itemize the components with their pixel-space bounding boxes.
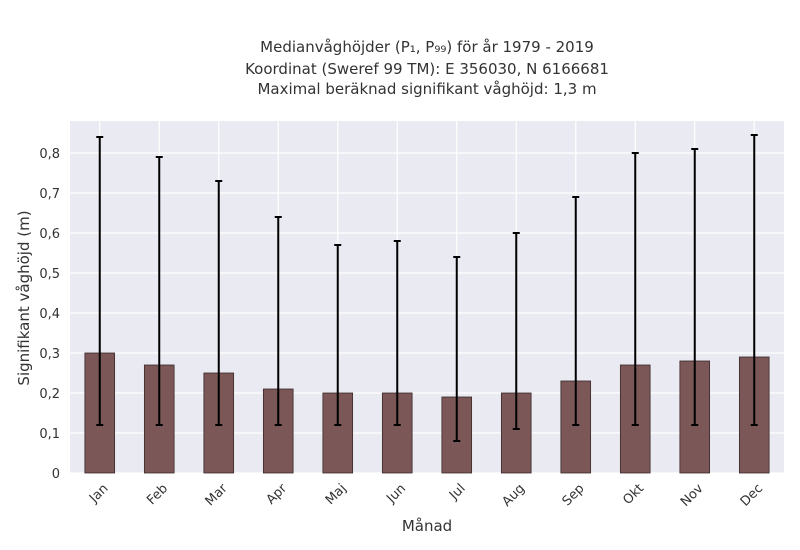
error-bar-maj — [334, 244, 342, 426]
error-bar-okt — [631, 152, 639, 426]
error-bar-feb — [155, 156, 163, 426]
title-line-3: Maximal beräknad signifikant våghöjd: 1,… — [257, 80, 596, 98]
y-tick-label: 0,4 — [39, 307, 60, 322]
y-tick-label: 0,1 — [39, 427, 60, 442]
error-bar-dec — [750, 134, 758, 426]
y-tick-label: 0,5 — [39, 267, 60, 282]
error-bar-sep — [572, 196, 580, 426]
x-tick-label: Jul — [446, 481, 468, 503]
y-tick-label: 0,3 — [39, 347, 60, 362]
chart-title: Medianvåghöjder (P₁, P₉₉) för år 1979 - … — [245, 38, 609, 98]
y-tick-label: 0,7 — [39, 187, 60, 202]
error-bar-jun — [393, 240, 401, 426]
error-bars — [96, 134, 758, 442]
x-tick-label: Dec — [738, 481, 766, 509]
x-axis-ticks: Jan Feb Mar Apr Maj Jun Jul Aug Sep Okt Nov Dec — [86, 481, 766, 510]
title-line-2: Koordinat (Sweref 99 TM): E 356030, N 61… — [245, 60, 609, 78]
x-tick-label: Mar — [203, 481, 231, 509]
x-tick-label: Feb — [144, 481, 171, 508]
x-tick-label: Apr — [264, 481, 291, 508]
y-tick-label: 0,6 — [39, 227, 60, 242]
x-tick-label: Sep — [560, 481, 588, 509]
y-tick-label: 0 — [52, 467, 60, 482]
x-tick-label: Nov — [678, 481, 707, 510]
error-bar-apr — [274, 216, 282, 426]
plot-area — [70, 121, 784, 473]
y-tick-label: 0,8 — [39, 147, 60, 162]
x-tick-label: Jun — [383, 481, 409, 507]
x-tick-label: Jan — [86, 481, 111, 506]
title-line-1: Medianvåghöjder (P₁, P₉₉) för år 1979 - … — [260, 38, 594, 56]
error-bar-mar — [215, 180, 223, 426]
x-tick-label: Okt — [620, 481, 647, 508]
error-bar-nov — [691, 148, 699, 426]
y-tick-label: 0,2 — [39, 387, 60, 402]
x-tick-label: Aug — [500, 481, 529, 510]
y-axis-ticks: 0 0,1 0,2 0,3 0,4 0,5 0,6 0,7 0,8 — [39, 147, 60, 482]
error-bar-jul — [453, 256, 461, 442]
y-axis-label: Signifikant våghöjd (m) — [15, 210, 33, 385]
x-axis-label: Månad — [402, 517, 452, 535]
x-tick-label: Maj — [323, 481, 350, 508]
error-bar-jan — [96, 136, 104, 426]
error-bar-aug — [512, 232, 520, 430]
